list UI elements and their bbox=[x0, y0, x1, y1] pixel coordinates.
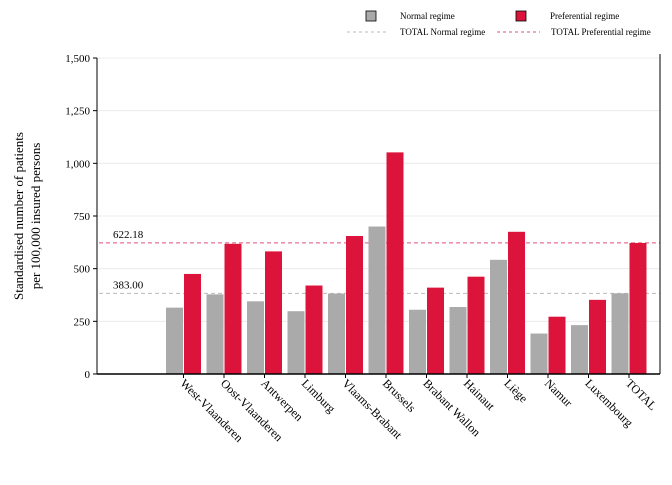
bar-normal-regime-luxembourg bbox=[571, 325, 588, 374]
y-axis-ticks: 0 250 500 750 1,000 1,250 1,500 bbox=[65, 53, 97, 381]
legend-label: Normal regime bbox=[400, 11, 455, 21]
bar-preferential-regime-total bbox=[629, 242, 647, 374]
bar-preferential-regime-li-ge bbox=[508, 231, 525, 374]
bar-normal-regime-brussels bbox=[368, 226, 386, 374]
bar-preferential-regime-hainaut bbox=[467, 276, 485, 374]
bar-normal-regime-hainaut bbox=[449, 307, 467, 374]
x-tick-label: Brussels bbox=[380, 376, 419, 415]
y-axis-label: Standardised number of patients per 100,0… bbox=[11, 132, 43, 300]
reference-line-label: 622.18 bbox=[113, 229, 144, 241]
bar-normal-regime-west-vlaanderen bbox=[166, 307, 183, 374]
legend-label: Preferential regime bbox=[550, 11, 619, 21]
bar-preferential-regime-antwerpen bbox=[265, 251, 282, 374]
bar-normal-regime-vlaams-brabant bbox=[328, 293, 345, 374]
reference-line-label: 383.00 bbox=[113, 279, 144, 291]
legend-swatch bbox=[365, 10, 377, 22]
bar-normal-regime-total bbox=[611, 293, 629, 374]
legend: Normal regime Preferential regime TOTAL No… bbox=[347, 10, 651, 37]
y-axis-label-line: per 100,000 insured persons bbox=[28, 143, 43, 290]
y-axis-label-line: Standardised number of patients bbox=[11, 132, 26, 300]
x-tick-label: Limburg bbox=[299, 376, 338, 415]
y-tick-label: 500 bbox=[74, 264, 91, 276]
bar-normal-regime-li-ge bbox=[490, 259, 507, 374]
y-tick-label: 0 bbox=[85, 369, 91, 381]
x-tick-label: Hainaut bbox=[461, 376, 498, 413]
bar-preferential-regime-limburg bbox=[305, 285, 323, 374]
bar-normal-regime-namur bbox=[530, 333, 548, 374]
x-axis-ticks: West-VlaanderenOost-VlaanderenAntwerpenL… bbox=[177, 374, 660, 445]
legend-label: TOTAL Normal regime bbox=[400, 27, 485, 37]
bar-preferential-regime-west-vlaanderen bbox=[184, 273, 201, 374]
x-tick-label: TOTAL bbox=[623, 376, 660, 413]
bars bbox=[166, 152, 647, 374]
x-tick-label: Liège bbox=[501, 376, 530, 405]
bar-normal-regime-oost-vlaanderen bbox=[206, 294, 224, 374]
bar-preferential-regime-namur bbox=[548, 316, 566, 374]
bar-preferential-regime-oost-vlaanderen bbox=[224, 243, 242, 374]
bar-preferential-regime-brabant-wallon bbox=[427, 287, 444, 374]
y-tick-label: 1,000 bbox=[65, 158, 90, 170]
y-tick-label: 250 bbox=[74, 316, 91, 328]
legend-label: TOTAL Preferential regime bbox=[551, 27, 651, 37]
bar-normal-regime-antwerpen bbox=[247, 301, 264, 374]
bar-preferential-regime-vlaams-brabant bbox=[346, 236, 363, 374]
bar-preferential-regime-brussels bbox=[386, 152, 404, 374]
gridlines bbox=[97, 57, 660, 322]
y-tick-label: 1,250 bbox=[65, 106, 90, 118]
legend-swatch bbox=[515, 10, 527, 22]
bar-normal-regime-limburg bbox=[287, 311, 305, 374]
bar-normal-regime-brabant-wallon bbox=[409, 309, 426, 374]
y-tick-label: 1,500 bbox=[65, 53, 90, 65]
bar-preferential-regime-luxembourg bbox=[589, 299, 606, 374]
x-tick-label: Namur bbox=[542, 376, 575, 409]
y-tick-label: 750 bbox=[74, 211, 91, 223]
